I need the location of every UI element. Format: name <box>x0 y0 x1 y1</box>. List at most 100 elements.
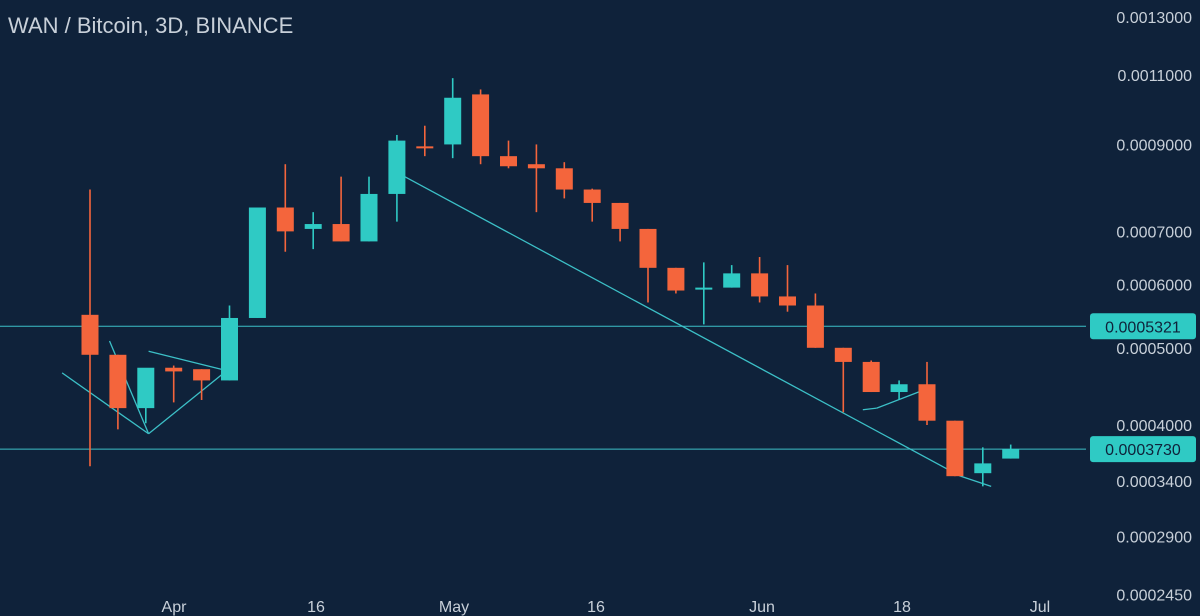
x-tick-label: Jul <box>1030 599 1050 616</box>
candle-body <box>583 189 601 203</box>
x-tick-label: May <box>439 599 469 616</box>
candle <box>751 257 769 303</box>
x-tick-label: 16 <box>587 599 605 616</box>
x-tick-label: 16 <box>307 599 325 616</box>
candle-body <box>332 224 350 242</box>
price-badges: 0.0005321 0.0003730 <box>1090 313 1196 463</box>
candle <box>221 305 238 381</box>
candle <box>248 207 266 318</box>
candle <box>806 293 824 348</box>
trendline <box>960 475 992 487</box>
candle <box>639 228 657 303</box>
candle-body <box>360 193 378 242</box>
candle-body <box>165 367 183 372</box>
candle <box>388 134 406 222</box>
candle <box>109 354 127 430</box>
trendline <box>396 171 961 477</box>
candle-body <box>1002 449 1020 459</box>
candle-body <box>444 97 462 145</box>
trendline <box>862 407 877 411</box>
candle-body <box>248 207 266 318</box>
price-badge-bg <box>1090 313 1196 340</box>
y-tick-label: 0.0002450 <box>1116 588 1192 605</box>
candle-body <box>779 296 796 306</box>
candle <box>527 144 545 213</box>
candle <box>555 162 573 199</box>
candle <box>862 360 880 393</box>
candle-body <box>304 224 322 229</box>
y-tick-label: 0.0013000 <box>1116 10 1192 27</box>
candle-body <box>388 140 406 194</box>
y-tick-label: 0.0009000 <box>1116 137 1192 154</box>
y-tick-label: 0.0004000 <box>1116 418 1192 435</box>
candle <box>165 365 183 403</box>
candle-body <box>276 207 294 232</box>
price-badge: 0.0003730 <box>1090 436 1196 463</box>
candle-body <box>667 267 685 291</box>
candle <box>918 361 936 425</box>
candle <box>193 369 211 400</box>
candle <box>1002 444 1020 459</box>
y-tick-label: 0.0002900 <box>1116 529 1192 546</box>
candle-body <box>527 164 545 169</box>
price-badge-label: 0.0005321 <box>1105 319 1181 336</box>
candle-body <box>862 361 880 393</box>
candle-body <box>834 347 852 362</box>
candle <box>667 267 685 294</box>
candle <box>444 78 462 159</box>
y-tick-label: 0.0005000 <box>1116 341 1192 358</box>
candle-body <box>221 317 238 381</box>
candle <box>332 176 350 242</box>
candle-body <box>193 369 211 381</box>
y-axis: 0.0013000 0.0011000 0.0009000 0.0007000 0.00… <box>1116 10 1192 604</box>
candle-body <box>500 156 517 167</box>
candles <box>81 78 1020 487</box>
y-tick-label: 0.0006000 <box>1116 278 1192 295</box>
candle-body <box>946 420 964 477</box>
candle-body <box>611 202 629 229</box>
horizontal-lines <box>0 325 1086 450</box>
x-tick-label: 18 <box>893 599 911 616</box>
x-tick-label: Jun <box>749 599 775 616</box>
candle <box>611 202 629 242</box>
candle <box>890 380 908 400</box>
y-tick-label: 0.0007000 <box>1116 224 1192 241</box>
candle <box>472 89 490 165</box>
candle <box>500 140 517 169</box>
x-axis: Apr 16 May 16 Jun 18 Jul <box>162 599 1051 616</box>
candle <box>946 420 964 477</box>
candle-body <box>109 354 127 409</box>
candle <box>81 189 99 467</box>
candle-body <box>806 305 824 348</box>
candle-body <box>695 287 713 290</box>
price-badge-bg <box>1090 436 1196 463</box>
candle <box>360 176 378 242</box>
candle <box>974 447 992 487</box>
x-tick-label: Apr <box>162 599 188 616</box>
candle-body <box>416 146 434 149</box>
trendline <box>148 370 228 435</box>
y-tick-label: 0.0003400 <box>1116 474 1192 491</box>
candle <box>304 212 322 250</box>
y-tick-label: 0.0011000 <box>1118 68 1193 85</box>
trendline <box>61 372 149 435</box>
candle-body <box>137 367 155 409</box>
candle <box>834 347 852 413</box>
candle-body <box>639 228 657 268</box>
candle <box>137 367 155 424</box>
candle <box>723 265 741 288</box>
candle-body <box>555 168 573 190</box>
candle <box>583 188 601 222</box>
candle <box>276 164 294 252</box>
candle <box>416 125 434 157</box>
candle-body <box>723 273 741 288</box>
candle-body <box>751 273 769 297</box>
candle-body <box>472 94 490 157</box>
candle <box>779 265 796 312</box>
trendline <box>148 350 227 372</box>
price-badge-label: 0.0003730 <box>1105 442 1181 459</box>
candle-body <box>974 463 992 474</box>
price-badge: 0.0005321 <box>1090 313 1196 340</box>
